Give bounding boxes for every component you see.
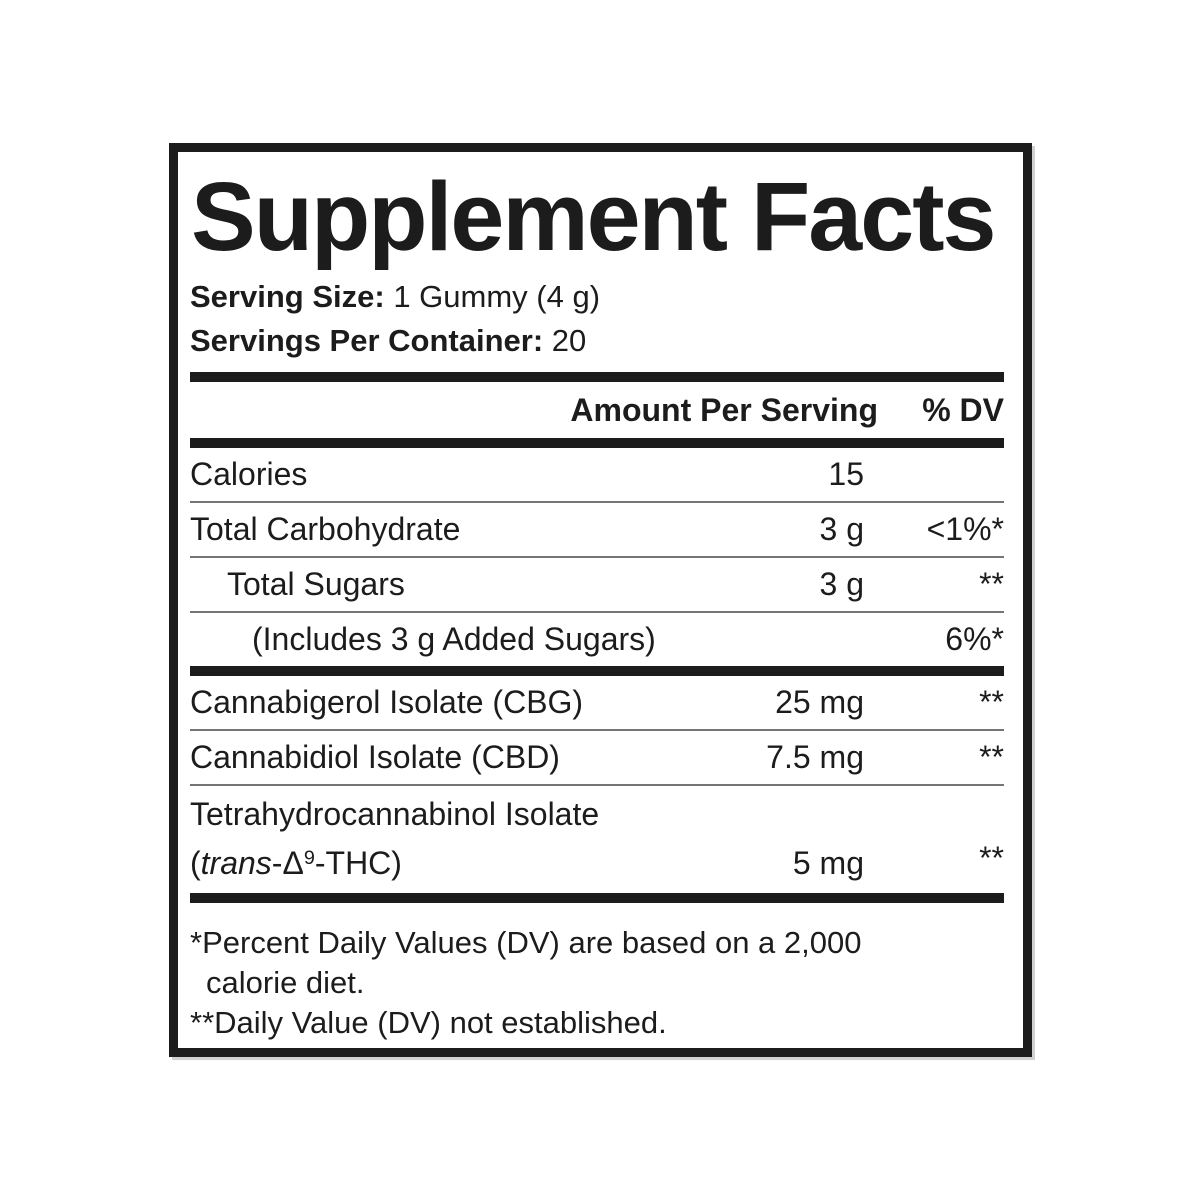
footnote-continuation: calorie diet. xyxy=(206,964,365,1000)
footnote-line: *Percent Daily Values (DV) are based on … xyxy=(190,925,861,960)
table-row-thc: Tetrahydrocannabinol Isolate (trans-Δ9-T… xyxy=(190,786,1004,893)
row-name: Total Sugars xyxy=(227,566,405,602)
footnote-text: Percent Daily Values (DV) are based on a… xyxy=(202,924,862,960)
amount-per-serving-header: Amount Per Serving xyxy=(570,392,878,428)
row-dv: 6%* xyxy=(945,621,1004,657)
servings-per-container-label: Servings Per Container: xyxy=(190,323,544,358)
footnote-marker: * xyxy=(190,924,203,960)
thc-delta: -Δ xyxy=(271,844,304,881)
section-divider-bar xyxy=(190,372,1004,382)
section-divider-bar xyxy=(190,892,1004,903)
row-dv: ** xyxy=(979,840,1004,876)
footnote-marker: ** xyxy=(190,1004,215,1040)
thc-superscript-9: 9 xyxy=(303,847,315,869)
footnote-text: Daily Value (DV) not established. xyxy=(214,1004,667,1040)
section-divider-bar xyxy=(190,438,1004,448)
row-dv: ** xyxy=(979,739,1004,775)
percent-dv-header: % DV xyxy=(922,392,1004,428)
thc-trans-italic: trans xyxy=(200,844,272,881)
row-amount: 25 mg xyxy=(775,684,864,720)
table-row-calories: Calories 15 xyxy=(190,448,1004,503)
thc-paren-open: ( xyxy=(190,844,201,881)
table-row-total-sugars: Total Sugars 3 g ** xyxy=(190,558,1004,613)
footnote-line: **Daily Value (DV) not established. xyxy=(190,1005,667,1040)
servings-per-container-line: Servings Per Container: 20 xyxy=(190,319,1004,363)
serving-size-line: Serving Size: 1 Gummy (4 g) xyxy=(190,275,1004,319)
row-amount: 3 g xyxy=(819,511,864,547)
table-row-total-carbohydrate: Total Carbohydrate 3 g <1%* xyxy=(190,503,1004,558)
row-amount: 3 g xyxy=(819,566,864,602)
row-name: Total Carbohydrate xyxy=(190,511,461,547)
footnotes: *Percent Daily Values (DV) are based on … xyxy=(190,923,1004,1043)
row-name: (Includes 3 g Added Sugars) xyxy=(252,621,656,657)
serving-info: Serving Size: 1 Gummy (4 g) Servings Per… xyxy=(190,275,1004,363)
row-name: Cannabidiol Isolate (CBD) xyxy=(190,739,560,775)
row-dv: ** xyxy=(979,684,1004,720)
table-row-added-sugars: (Includes 3 g Added Sugars) 6%* xyxy=(190,613,1004,666)
row-name: Calories xyxy=(190,456,308,492)
row-name-line2: (trans-Δ9-THC) xyxy=(190,840,714,881)
serving-size-label: Serving Size: xyxy=(190,279,385,314)
table-row-cbd: Cannabidiol Isolate (CBD) 7.5 mg ** xyxy=(190,731,1004,786)
serving-size-value: 1 Gummy (4 g) xyxy=(393,279,601,314)
footnote-percent-dv: *Percent Daily Values (DV) are based on … xyxy=(190,923,1004,1003)
footnote-dv-not-established: **Daily Value (DV) not established. xyxy=(190,1003,1004,1043)
table-row-cbg: Cannabigerol Isolate (CBG) 25 mg ** xyxy=(190,676,1004,731)
row-amount: 5 mg xyxy=(792,844,864,881)
row-dv: ** xyxy=(979,566,1004,602)
table-header-row: Amount Per Serving % DV xyxy=(190,382,1004,438)
supplement-facts-label: Supplement Facts Serving Size: 1 Gummy (… xyxy=(169,143,1032,1057)
row-amount: 15 xyxy=(828,456,864,492)
row-dv: <1%* xyxy=(926,511,1004,547)
row-name-line1: Tetrahydrocannabinol Isolate xyxy=(190,796,600,832)
label-title: Supplement Facts xyxy=(191,162,996,271)
row-amount: 7.5 mg xyxy=(766,739,864,775)
section-divider-bar xyxy=(190,666,1004,676)
thc-rest: -THC) xyxy=(314,844,402,881)
row-name: Cannabigerol Isolate (CBG) xyxy=(190,684,584,720)
servings-per-container-value: 20 xyxy=(551,323,587,358)
